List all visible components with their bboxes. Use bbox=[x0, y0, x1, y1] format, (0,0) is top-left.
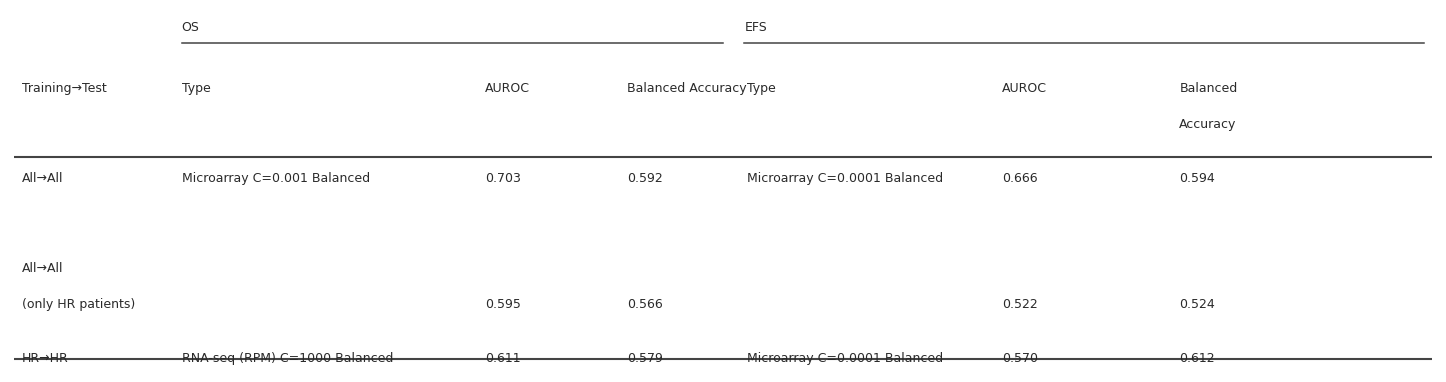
Text: Accuracy: Accuracy bbox=[1180, 118, 1236, 131]
Text: 0.595: 0.595 bbox=[484, 298, 521, 311]
Text: All→All: All→All bbox=[22, 262, 64, 275]
Text: Type: Type bbox=[182, 83, 211, 96]
Text: Type: Type bbox=[748, 83, 777, 96]
Text: (only HR patients): (only HR patients) bbox=[22, 298, 134, 311]
Text: 0.592: 0.592 bbox=[626, 172, 662, 185]
Text: 0.524: 0.524 bbox=[1180, 298, 1215, 311]
Text: OS: OS bbox=[182, 21, 200, 34]
Text: AUROC: AUROC bbox=[1002, 83, 1047, 96]
Text: RNA-seq (RPM) C=1000 Balanced: RNA-seq (RPM) C=1000 Balanced bbox=[182, 352, 393, 365]
Text: Microarray C=0.001 Balanced: Microarray C=0.001 Balanced bbox=[182, 172, 370, 185]
Text: All→All: All→All bbox=[22, 172, 64, 185]
Text: Training→Test: Training→Test bbox=[22, 83, 107, 96]
Text: 0.594: 0.594 bbox=[1180, 172, 1215, 185]
Text: 0.666: 0.666 bbox=[1002, 172, 1038, 185]
Text: HR→HR: HR→HR bbox=[22, 352, 68, 365]
Text: 0.703: 0.703 bbox=[484, 172, 521, 185]
Text: Microarray C=0.0001 Balanced: Microarray C=0.0001 Balanced bbox=[748, 352, 943, 365]
Text: Balanced: Balanced bbox=[1180, 83, 1238, 96]
Text: Balanced Accuracy: Balanced Accuracy bbox=[626, 83, 746, 96]
Text: 0.612: 0.612 bbox=[1180, 352, 1215, 365]
Text: AUROC: AUROC bbox=[484, 83, 529, 96]
Text: 0.522: 0.522 bbox=[1002, 298, 1038, 311]
Text: 0.611: 0.611 bbox=[484, 352, 521, 365]
Text: Microarray C=0.0001 Balanced: Microarray C=0.0001 Balanced bbox=[748, 172, 943, 185]
Text: 0.566: 0.566 bbox=[626, 298, 662, 311]
Text: 0.579: 0.579 bbox=[626, 352, 662, 365]
Text: EFS: EFS bbox=[745, 21, 766, 34]
Text: 0.570: 0.570 bbox=[1002, 352, 1038, 365]
